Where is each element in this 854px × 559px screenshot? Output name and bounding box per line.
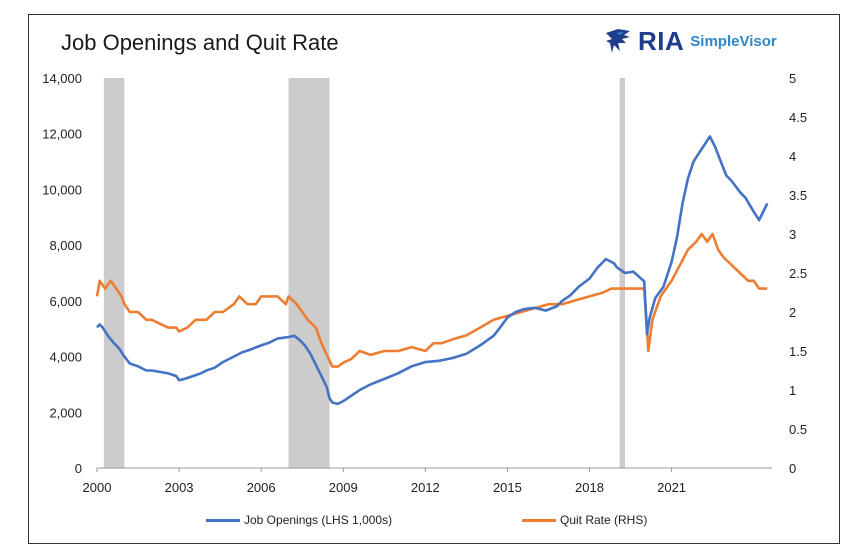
chart-title: Job Openings and Quit Rate [61, 30, 339, 55]
job-openings-line [96, 135, 769, 406]
y-left-tick-label: 6,000 [49, 294, 82, 309]
x-tick-label: 2015 [493, 480, 522, 495]
y-left-tick-label: 8,000 [49, 238, 82, 253]
y-right-tick-label: 0.5 [789, 422, 807, 437]
y-left-tick-label: 2,000 [49, 405, 82, 420]
y-left-tick-label: 4,000 [49, 350, 82, 365]
x-tick-label: 2012 [411, 480, 440, 495]
y-right-tick-label: 4 [789, 149, 796, 164]
y-right-tick-label: 2.5 [789, 266, 807, 281]
legend-swatch-blue [206, 518, 240, 522]
y-left-tick-label: 0 [75, 461, 82, 476]
y-right-tick-label: 5 [789, 71, 796, 86]
y-right-tick-label: 0 [789, 461, 796, 476]
legend-item-job-openings: Job Openings (LHS 1,000s) [206, 513, 392, 527]
y-right-tick-label: 3.5 [789, 188, 807, 203]
eagle-icon [606, 29, 630, 53]
x-tick-label: 2000 [83, 480, 112, 495]
legend-label: Job Openings (LHS 1,000s) [244, 513, 393, 527]
y-left-tick-label: 10,000 [42, 182, 82, 197]
series-lines [95, 135, 769, 406]
y-right-tick-label: 4.5 [789, 110, 807, 125]
axes: 0 2,000 4,000 6,000 8,000 10,000 12,000 14,000 0… [42, 71, 807, 495]
x-tick-label: 2006 [247, 480, 276, 495]
y-right-tick-label: 3 [789, 227, 796, 242]
recession-band [619, 78, 626, 468]
y-right-tick-label: 1 [789, 383, 796, 398]
y-right-tick-label: 1.5 [789, 344, 807, 359]
x-tick-label: 2021 [657, 480, 686, 495]
y-right-tick-label: 2 [789, 305, 796, 320]
legend-swatch-orange [522, 518, 556, 522]
recession-band [103, 78, 125, 468]
brand-logo: RIA SimpleVisor [604, 26, 777, 56]
product-name: SimpleVisor [690, 32, 777, 50]
y-left-tick-label: 12,000 [42, 127, 82, 142]
brand-name: RIA [638, 25, 685, 56]
quit-rate-line [95, 232, 768, 368]
chart-frame [28, 14, 840, 544]
x-tick-label: 2009 [329, 480, 358, 495]
legend-item-quit-rate: Quit Rate (RHS) [522, 513, 647, 527]
y-left-tick-label: 14,000 [42, 71, 82, 86]
x-tick-label: 2003 [165, 480, 194, 495]
x-tick-label: 2018 [575, 480, 604, 495]
legend-label: Quit Rate (RHS) [560, 513, 648, 527]
recession-band [288, 78, 330, 468]
recession-bands [103, 78, 626, 468]
